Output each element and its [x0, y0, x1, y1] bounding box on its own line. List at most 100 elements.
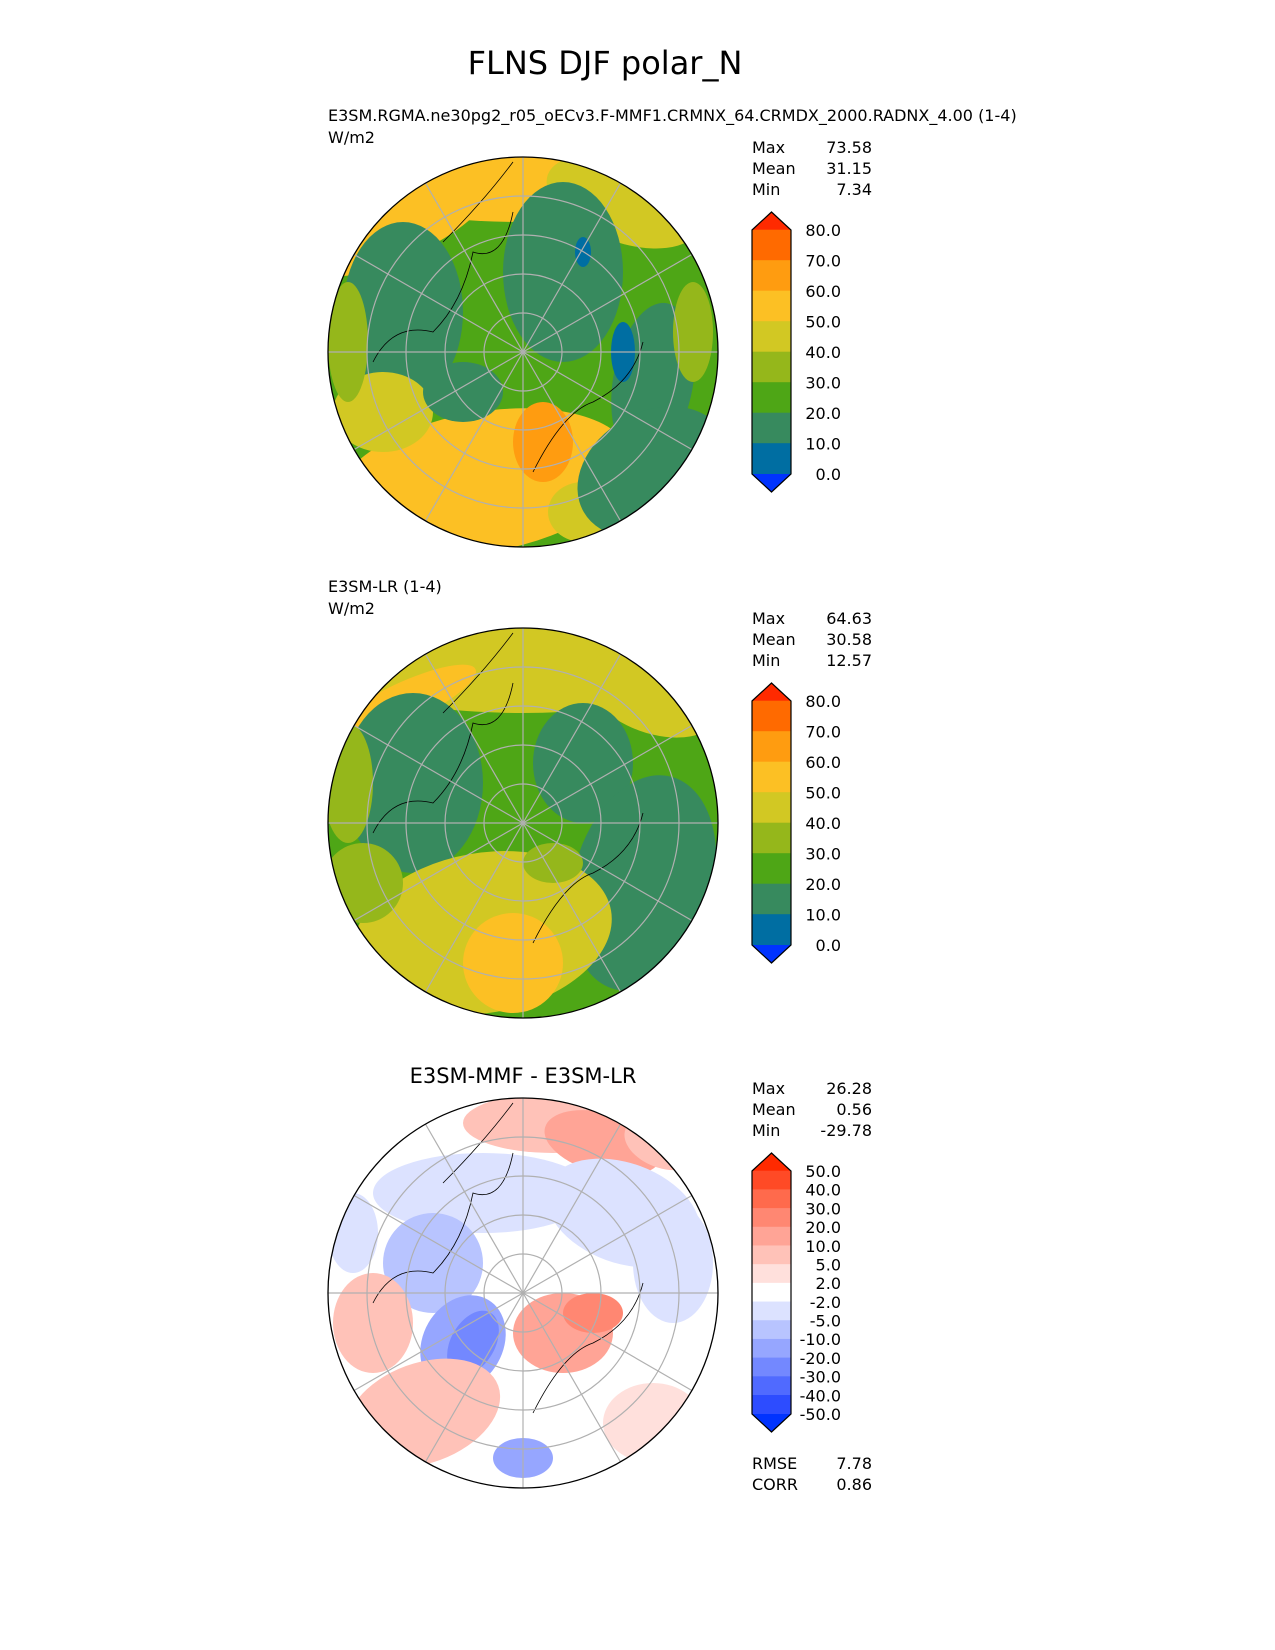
- colorbar-tick-label: 30.0: [805, 845, 841, 864]
- colorbar-extend-min: [752, 474, 791, 492]
- longitude-gridline: [353, 724, 524, 824]
- colorbar-tick-label: 20.0: [805, 1218, 841, 1237]
- colorbar-segment: [752, 792, 791, 824]
- colorbar-segment: [752, 1301, 791, 1321]
- longitude-gridline: [424, 182, 524, 353]
- map-field-region: [328, 282, 368, 402]
- colorbar-tick-label: 40.0: [805, 343, 841, 362]
- map-boundary: [327, 627, 719, 1019]
- longitude-gridline: [424, 351, 524, 522]
- longitude-gridline: [522, 1292, 622, 1463]
- map-field-region: [328, 843, 403, 923]
- colorbar-segment: [752, 1357, 791, 1377]
- panel-1-subtitle: E3SM.RGMA.ne30pg2_r05_oECv3.F-MMF1.CRMNX…: [328, 106, 1017, 125]
- colorbar-segment: [752, 914, 791, 946]
- colorbar-segment: [752, 1226, 791, 1247]
- colorbar-segment: [752, 1395, 791, 1415]
- map-field-region: [513, 402, 573, 482]
- longitude-gridline: [353, 253, 524, 353]
- longitude-gridline: [424, 1123, 524, 1294]
- colorbar-extend-max: [752, 1153, 791, 1171]
- panel-3-rmse: RMSE 7.78: [752, 1454, 872, 1473]
- longitude-gridline: [522, 1292, 693, 1392]
- panel-1-units: W/m2: [328, 128, 375, 147]
- colorbar-extend-max: [752, 683, 791, 701]
- colorbar-tick-label: 60.0: [805, 753, 841, 772]
- colorbar-segment: [752, 260, 791, 292]
- colorbar-tick-label: 70.0: [805, 723, 841, 742]
- colorbar-segment: [752, 382, 791, 414]
- map-field-region: [533, 703, 633, 823]
- colorbar-tick-label: 2.0: [816, 1274, 841, 1293]
- panel-2-units: W/m2: [328, 599, 375, 618]
- map-field-region: [463, 913, 563, 1013]
- longitude-gridline: [353, 1292, 524, 1392]
- colorbar-segment: [752, 229, 791, 261]
- colorbar-tick-label: -10.0: [800, 1330, 841, 1349]
- panel-1-map: [327, 156, 719, 548]
- colorbar-extend-min: [752, 945, 791, 963]
- map-field-region: [563, 1293, 623, 1333]
- colorbar-segment: [752, 1208, 791, 1228]
- colorbar-tick-label: 20.0: [805, 404, 841, 423]
- colorbar-tick-label: -5.0: [810, 1312, 841, 1331]
- colorbar-tick-label: 5.0: [816, 1255, 841, 1274]
- colorbar-tick-label: -20.0: [800, 1349, 841, 1368]
- map-boundary: [327, 156, 719, 548]
- longitude-gridline: [424, 1292, 524, 1463]
- panel-2-stat-max: Max 64.63: [752, 609, 872, 628]
- colorbar-tick-label: 30.0: [805, 374, 841, 393]
- colorbar-tick-label: -40.0: [800, 1386, 841, 1405]
- map-field-region: [343, 222, 463, 402]
- longitude-gridline: [353, 822, 524, 922]
- colorbar-segment: [752, 321, 791, 353]
- panel-1-stat-max: Max 73.58: [752, 138, 872, 157]
- longitude-gridline: [353, 351, 524, 451]
- panel-3-stat-mean: Mean 0.56: [752, 1100, 872, 1119]
- panel-3-stat-max: Max 26.28: [752, 1079, 872, 1098]
- colorbar-tick-label: 10.0: [805, 1237, 841, 1256]
- colorbar-tick-label: 60.0: [805, 282, 841, 301]
- longitude-gridline: [424, 653, 524, 824]
- colorbar-segment: [752, 1320, 791, 1340]
- colorbar-tick-label: 0.0: [816, 936, 841, 955]
- panel-2-stat-min: Min 12.57: [752, 651, 872, 670]
- longitude-gridline: [522, 822, 622, 993]
- colorbar-segment: [752, 1245, 791, 1265]
- longitude-gridline: [522, 1194, 693, 1294]
- map-field-region: [523, 843, 583, 883]
- panel-2-map: [327, 627, 719, 1019]
- panel-3-map: [327, 1097, 719, 1489]
- panel-2-subtitle: E3SM-LR (1-4): [328, 577, 442, 596]
- colorbar-tick-label: 50.0: [805, 1162, 841, 1181]
- colorbar-tick-label: 10.0: [805, 906, 841, 925]
- longitude-gridline: [522, 351, 622, 522]
- map-field-region: [673, 282, 713, 382]
- map-field-region: [333, 1273, 413, 1373]
- colorbar-segment: [752, 290, 791, 322]
- colorbar-tick-label: 0.0: [816, 465, 841, 484]
- colorbar-tick-label: 40.0: [805, 1181, 841, 1200]
- colorbar-segment: [752, 822, 791, 854]
- colorbar-tick-label: -50.0: [800, 1405, 841, 1424]
- colorbar-segment: [752, 443, 791, 475]
- colorbar-tick-label: 20.0: [805, 875, 841, 894]
- panel-2-stat-mean: Mean 30.58: [752, 630, 872, 649]
- panel-3-stat-min: Min -29.78: [752, 1121, 872, 1140]
- colorbar-segment: [752, 1170, 791, 1190]
- longitude-gridline: [522, 253, 693, 353]
- panel-3-title: E3SM-MMF - E3SM-LR: [409, 1064, 637, 1088]
- longitude-gridline: [522, 724, 693, 824]
- longitude-gridline: [522, 351, 693, 451]
- map-field-region: [447, 1310, 499, 1376]
- colorbar-segment: [752, 1376, 791, 1396]
- colorbar-tick-label: -30.0: [800, 1368, 841, 1387]
- colorbar-tick-label: 80.0: [805, 221, 841, 240]
- colorbar-tick-label: 80.0: [805, 692, 841, 711]
- colorbar-tick-label: 10.0: [805, 435, 841, 454]
- colorbar-extend-min: [752, 1414, 791, 1432]
- figure-title: FLNS DJF polar_N: [467, 44, 743, 82]
- colorbar-tick-label: 50.0: [805, 313, 841, 332]
- colorbar-extend-max: [752, 212, 791, 230]
